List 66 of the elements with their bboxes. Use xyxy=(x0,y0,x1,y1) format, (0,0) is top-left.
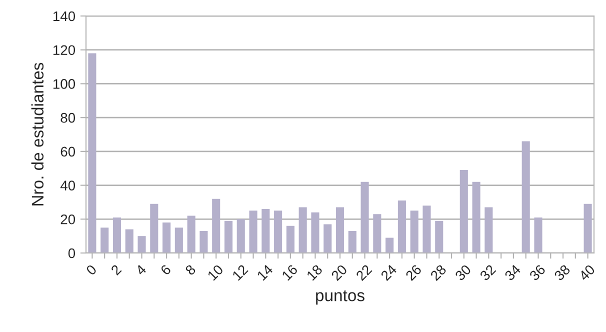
bar xyxy=(88,53,96,253)
y-axis-title: Nro. de estudiantes xyxy=(31,62,44,206)
bar xyxy=(410,210,418,253)
bar xyxy=(484,207,493,253)
bar xyxy=(472,182,480,253)
bar xyxy=(324,224,332,253)
x-tick-label: 24 xyxy=(380,264,398,281)
x-tick-label: 30 xyxy=(454,264,472,282)
bar xyxy=(249,210,258,253)
bar xyxy=(138,236,146,253)
bar xyxy=(112,217,121,253)
y-tick-label: 20 xyxy=(60,214,76,224)
bar xyxy=(373,214,382,253)
x-tick-label: 16 xyxy=(281,264,298,281)
x-tick-label: 10 xyxy=(207,264,224,281)
x-tick-label: 4 xyxy=(135,264,147,276)
bar xyxy=(187,216,196,253)
y-tick-label: 40 xyxy=(60,180,76,190)
bar xyxy=(125,229,134,253)
bar xyxy=(224,220,233,253)
x-axis-title: puntos xyxy=(316,290,364,305)
bar xyxy=(200,230,208,253)
bar xyxy=(262,208,270,253)
x-tick-label: 18 xyxy=(306,264,323,281)
bar xyxy=(348,230,356,253)
y-tick-label: 80 xyxy=(60,112,76,123)
x-tick-label: 34 xyxy=(504,264,522,282)
bar xyxy=(212,198,220,253)
bar xyxy=(584,204,592,253)
bar xyxy=(336,207,344,253)
x-tick-label: 36 xyxy=(528,264,546,282)
y-tick-label: 140 xyxy=(53,11,76,22)
x-tick-label: 2 xyxy=(110,264,122,276)
x-tick-label: 0 xyxy=(86,264,98,276)
x-tick-label: 26 xyxy=(405,264,422,282)
bar xyxy=(274,210,282,253)
x-tick-label: 14 xyxy=(256,264,274,281)
bar xyxy=(460,170,468,253)
bar xyxy=(311,212,320,253)
bar xyxy=(435,220,444,253)
bar xyxy=(298,207,307,253)
bar xyxy=(150,204,158,253)
x-tick-label: 32 xyxy=(479,264,496,282)
bar xyxy=(286,226,294,253)
x-tick-label: 22 xyxy=(355,264,372,281)
x-tick-label: 8 xyxy=(184,264,196,276)
x-tick-label: 28 xyxy=(430,264,447,282)
bar xyxy=(422,206,431,253)
y-tick-label: 120 xyxy=(53,45,76,56)
bar xyxy=(522,141,530,253)
x-tick-label: 20 xyxy=(330,264,348,282)
y-tick-label: 100 xyxy=(53,79,76,89)
x-tick-label: 6 xyxy=(160,264,172,276)
bar xyxy=(236,219,245,253)
y-tick-label: 60 xyxy=(60,146,76,157)
y-tick-label: 0 xyxy=(68,248,76,258)
x-tick-label: 12 xyxy=(232,264,248,281)
bar xyxy=(386,238,394,253)
bar xyxy=(360,182,369,253)
bar xyxy=(174,228,183,253)
x-tick-label: 40 xyxy=(578,264,596,282)
bar xyxy=(100,228,109,253)
x-tick-label: 38 xyxy=(554,264,571,282)
bar xyxy=(398,200,406,253)
bar xyxy=(534,217,542,253)
bar xyxy=(162,222,171,253)
